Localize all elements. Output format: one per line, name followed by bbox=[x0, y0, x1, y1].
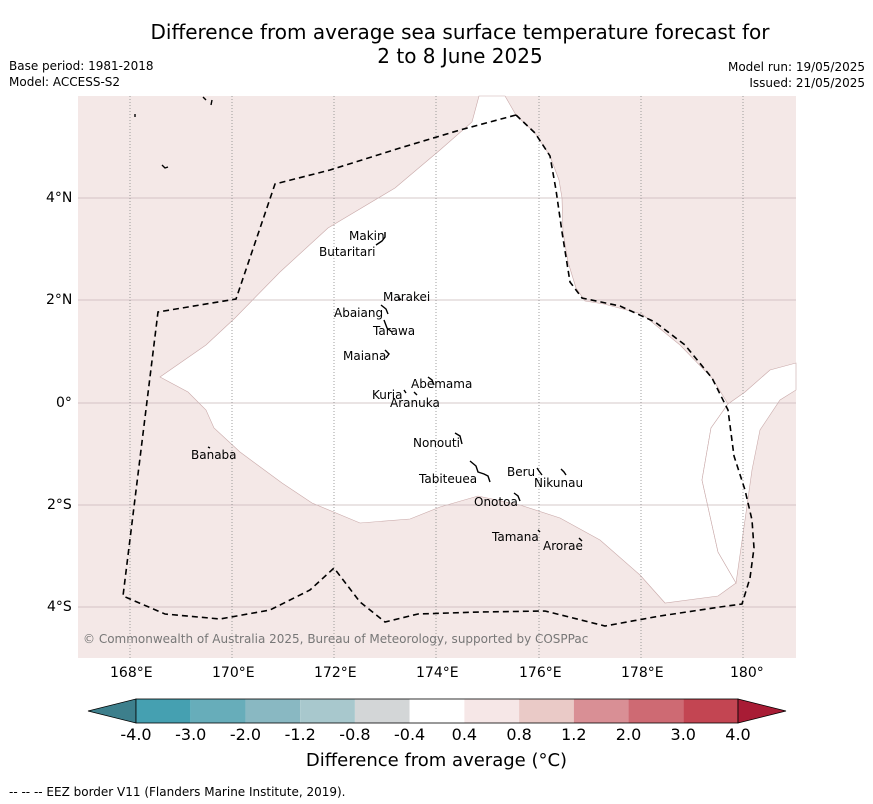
colorbar-tick-label: -0.8 bbox=[339, 725, 371, 744]
title-line-1: Difference from average sea surface temp… bbox=[150, 20, 770, 44]
x-tick-178e: 178°E bbox=[621, 665, 664, 681]
y-tick-4s: 4°S bbox=[47, 599, 72, 615]
place-label-nikunau: Nikunau bbox=[534, 476, 584, 490]
colorbar-segment bbox=[519, 699, 574, 723]
issued-date: Issued: 21/05/2025 bbox=[749, 76, 865, 90]
colorbar-tick-label: -2.0 bbox=[229, 725, 262, 744]
colorbar-tick-label: 1.2 bbox=[561, 725, 587, 744]
place-label-kuria: Kuria bbox=[372, 388, 403, 402]
eez-border bbox=[122, 114, 755, 627]
place-label-tamana: Tamana bbox=[492, 530, 539, 544]
colorbar-tick-label: 3.0 bbox=[670, 725, 696, 744]
colorbar-segment bbox=[409, 699, 465, 723]
neutral-region-east bbox=[701, 362, 797, 584]
meridians bbox=[129, 96, 744, 658]
meta-left: Base period: 1981-2018 Model: ACCESS-S2 bbox=[9, 58, 154, 90]
place-label-abaiang: Abaiang bbox=[334, 306, 384, 320]
x-tick-176e: 176°E bbox=[519, 665, 562, 681]
colorbar-tick-label: -1.2 bbox=[284, 725, 316, 744]
colorbar-segment bbox=[190, 699, 246, 723]
place-label-aranuka: Aranuka bbox=[390, 396, 440, 410]
colorbar-tick-label: -0.4 bbox=[394, 725, 426, 744]
x-tick-172e: 172°E bbox=[314, 665, 357, 681]
model-run: Model run: 19/05/2025 bbox=[727, 60, 865, 74]
colorbar-segment bbox=[354, 699, 410, 723]
islands bbox=[134, 96, 583, 542]
title-line-2: 2 to 8 June 2025 bbox=[377, 44, 543, 68]
x-tick-174e: 174°E bbox=[416, 665, 459, 681]
place-label-makin: Makin bbox=[349, 229, 385, 243]
colorbar-extend-low bbox=[87, 698, 137, 724]
neutral-region bbox=[159, 95, 737, 604]
place-label-onotoa: Onotoa bbox=[474, 495, 518, 509]
model-name: Model: ACCESS-S2 bbox=[9, 75, 121, 89]
x-tick-170e: 170°E bbox=[212, 665, 255, 681]
colorbar-tick-label: -3.0 bbox=[175, 725, 207, 744]
y-tick-2s: 2°S bbox=[47, 497, 72, 513]
place-label-nonouti: Nonouti bbox=[413, 436, 460, 450]
place-label-beru: Beru bbox=[507, 465, 536, 479]
place-label-banaba: Banaba bbox=[191, 448, 237, 462]
y-tick-2n: 2°N bbox=[46, 292, 73, 308]
copyright-notice: © Commonwealth of Australia 2025, Bureau… bbox=[83, 632, 589, 646]
place-label-arorae: Arorae bbox=[543, 539, 583, 553]
colorbar-segment bbox=[300, 699, 355, 723]
colorbar-segment bbox=[573, 699, 629, 723]
y-tick-0: 0° bbox=[56, 395, 72, 411]
x-tick-168e: 168°E bbox=[110, 665, 153, 681]
base-period: Base period: 1981-2018 bbox=[9, 59, 154, 73]
y-tick-4n: 4°N bbox=[46, 190, 73, 206]
colorbar-tick-label: -4.0 bbox=[120, 725, 152, 744]
colorbar-tick-label: 0.4 bbox=[451, 725, 478, 744]
place-label-marakei: Marakei bbox=[383, 290, 431, 304]
meta-right: Model run: 19/05/2025 Issued: 21/05/2025 bbox=[728, 59, 865, 91]
place-label-abemama: Abemama bbox=[411, 377, 473, 391]
place-label-tarawa: Tarawa bbox=[373, 324, 416, 338]
x-tick-180: 180° bbox=[730, 665, 764, 681]
eez-legend-note: -- -- -- EEZ border V11 (Flanders Marine… bbox=[9, 785, 346, 799]
place-label-butaritari: Butaritari bbox=[319, 245, 376, 259]
map-title: Difference from average sea surface temp… bbox=[110, 20, 810, 68]
colorbar-tick-label: 0.8 bbox=[506, 725, 532, 744]
colorbar-extend-high bbox=[737, 698, 787, 724]
colorbar-segment bbox=[628, 699, 684, 723]
colorbar-segment bbox=[136, 699, 191, 723]
colorbar-tick-label: 4.0 bbox=[725, 725, 751, 744]
colorbar-segment bbox=[683, 699, 738, 723]
colorbar-segment bbox=[464, 699, 520, 723]
gridlines bbox=[78, 197, 796, 608]
colorbar-segment bbox=[245, 699, 301, 723]
place-label-maiana: Maiana bbox=[343, 349, 387, 363]
colorbar bbox=[87, 698, 787, 724]
colorbar-label: Difference from average (°C) bbox=[305, 750, 568, 771]
colorbar-tick-label: 2.0 bbox=[615, 725, 642, 744]
place-label-tabiteuea: Tabiteuea bbox=[419, 472, 478, 486]
